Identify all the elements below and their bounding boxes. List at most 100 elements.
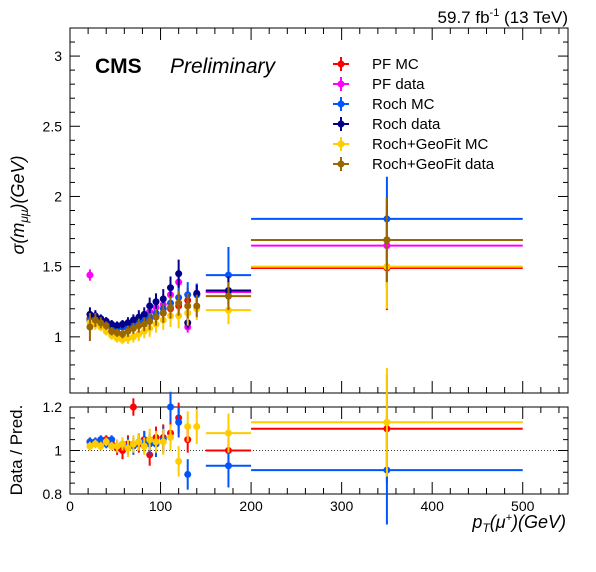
x-tick-label: 200 <box>239 498 263 514</box>
data-point <box>135 322 143 330</box>
data-point <box>91 440 99 448</box>
data-point <box>86 323 94 331</box>
data-point <box>140 442 148 450</box>
legend-label: Roch+GeoFit data <box>372 156 495 173</box>
data-point <box>159 295 167 303</box>
data-point <box>140 320 148 328</box>
data-point <box>193 289 201 297</box>
x-tick-label: 300 <box>330 498 354 514</box>
data-point <box>113 329 121 337</box>
series-roch-geofit-data <box>86 197 523 342</box>
legend-label: PF MC <box>372 56 419 73</box>
data-point <box>184 423 192 431</box>
series-roch-geofit <box>86 367 523 477</box>
data-point <box>383 418 391 426</box>
ratio-panel-ticks: 0.8 1 1.2 0 100 200 300 400 500 <box>43 399 568 514</box>
data-point <box>175 270 183 278</box>
data-point <box>167 284 175 292</box>
data-point <box>193 302 201 310</box>
legend-marker <box>337 60 345 68</box>
data-point <box>146 317 154 325</box>
data-point <box>135 438 143 446</box>
data-point <box>152 438 160 446</box>
data-point <box>175 418 183 426</box>
data-point <box>146 302 154 310</box>
legend-label: Roch MC <box>372 96 435 113</box>
data-point <box>119 336 127 344</box>
legend-label: Roch data <box>372 116 441 133</box>
data-point <box>119 330 127 338</box>
data-point <box>97 436 105 444</box>
data-point <box>152 298 160 306</box>
data-point <box>124 327 132 335</box>
series-roch-geofit-mc <box>86 224 523 344</box>
data-point <box>184 470 192 478</box>
data-point <box>140 310 148 318</box>
data-point <box>108 436 116 444</box>
x-tick-label: 400 <box>421 498 445 514</box>
data-point <box>124 444 132 452</box>
series-pf <box>86 374 523 484</box>
data-point <box>167 403 175 411</box>
data-point <box>129 403 137 411</box>
legend-marker <box>337 120 345 128</box>
main-panel-series <box>86 176 523 344</box>
data-point <box>135 330 143 338</box>
data-point <box>119 320 127 328</box>
x-axis-label: pT(μ+)(GeV) <box>471 512 566 535</box>
y-tick-label: 1.2 <box>43 399 63 415</box>
data-point <box>124 334 132 342</box>
y-tick-label: 2.5 <box>43 118 63 134</box>
legend-label: PF data <box>372 76 425 93</box>
legend: PF MC PF data Roch MC Roch data Roch+GeoFit … <box>333 56 495 173</box>
data-point <box>224 271 232 279</box>
data-point <box>224 462 232 470</box>
data-point <box>97 319 105 327</box>
data-point <box>113 322 121 330</box>
data-point <box>224 429 232 437</box>
data-point <box>167 433 175 441</box>
y-tick-label: 1 <box>54 329 62 345</box>
legend-marker <box>337 140 345 148</box>
data-point <box>119 440 127 448</box>
data-point <box>86 442 94 450</box>
data-point <box>97 442 105 450</box>
data-point <box>91 316 99 324</box>
ratio-panel-series <box>86 367 523 525</box>
legend-label: Roch+GeoFit MC <box>372 136 488 153</box>
data-point <box>86 271 94 279</box>
data-point <box>129 440 137 448</box>
y-tick-label: 1.5 <box>43 259 63 275</box>
data-point <box>159 309 167 317</box>
y-tick-label: 3 <box>54 48 62 64</box>
y-axis-label-ratio: Data / Pred. <box>7 405 26 496</box>
data-point <box>108 442 116 450</box>
data-point <box>113 334 121 342</box>
legend-marker <box>337 100 345 108</box>
data-point <box>124 319 132 327</box>
luminosity-label: 59.7 fb-1 (13 TeV) <box>438 7 568 27</box>
data-point <box>108 327 116 335</box>
legend-marker <box>337 80 345 88</box>
data-point <box>135 313 143 321</box>
data-point <box>113 442 121 450</box>
data-point <box>224 292 232 300</box>
data-point <box>129 316 137 324</box>
data-point <box>184 302 192 310</box>
x-tick-label: 500 <box>511 498 535 514</box>
x-tick-label: 100 <box>149 498 173 514</box>
x-tick-label: 0 <box>66 498 74 514</box>
y-axis-label-top: σ(mμμ)(GeV) <box>8 156 31 255</box>
data-point <box>102 322 110 330</box>
y-tick-label: 0.8 <box>43 486 63 502</box>
data-point <box>167 303 175 311</box>
data-point <box>152 313 160 321</box>
data-point <box>102 438 110 446</box>
main-panel-ticks: 1 1.5 2 2.5 3 <box>43 27 568 394</box>
data-point <box>175 457 183 465</box>
y-tick-label: 1 <box>54 443 62 459</box>
data-point <box>108 320 116 328</box>
data-point <box>102 327 110 335</box>
data-point <box>175 299 183 307</box>
